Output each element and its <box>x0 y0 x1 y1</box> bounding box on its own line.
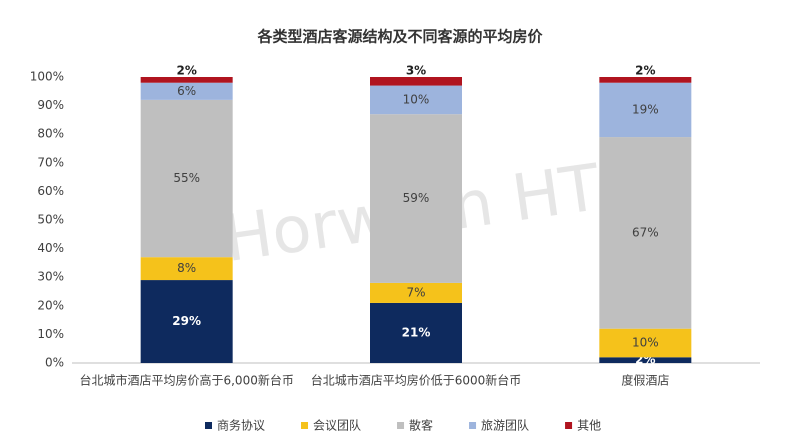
bar-segment <box>140 280 233 363</box>
y-tick-label: 90% <box>37 98 64 112</box>
bar-segment <box>370 85 462 115</box>
legend-swatch <box>469 422 477 429</box>
bar-segment <box>140 82 233 100</box>
value-label: 19% <box>632 102 659 116</box>
x-tick-label: 台北城市酒店平均房价低于6000新台币 <box>311 373 522 388</box>
bar-segment <box>370 302 462 363</box>
bar-segment <box>370 114 462 283</box>
bar-segment <box>140 77 233 83</box>
y-tick-label: 80% <box>37 127 64 141</box>
bar-segment <box>599 77 692 83</box>
bar-segment <box>370 282 462 303</box>
legend-swatch <box>301 422 309 429</box>
bar-segment <box>370 77 462 86</box>
legend-label: 旅游团队 <box>481 418 529 433</box>
x-tick-label: 度假酒店 <box>621 373 669 388</box>
value-label: 2% <box>635 64 655 78</box>
y-tick-label: 30% <box>37 270 64 284</box>
value-label: 10% <box>403 92 430 106</box>
legend-label: 散客 <box>409 418 433 433</box>
bar-segment <box>140 257 233 281</box>
legend-label: 其他 <box>577 419 601 433</box>
bar-segment <box>599 357 692 363</box>
value-label: 3% <box>406 64 426 78</box>
value-label: 7% <box>406 285 425 299</box>
value-label: 2% <box>176 64 196 78</box>
value-label: 21% <box>402 325 431 339</box>
y-tick-label: 10% <box>37 327 64 341</box>
bar-segment <box>599 328 692 358</box>
value-label: 67% <box>632 225 659 239</box>
x-tick-label: 台北城市酒店平均房价高于6,000新台币 <box>79 373 293 388</box>
y-tick-label: 40% <box>37 241 64 255</box>
y-tick-label: 50% <box>37 213 64 227</box>
legend-swatch <box>565 422 573 429</box>
bar-segment <box>599 137 692 329</box>
y-tick-label: 70% <box>37 155 64 169</box>
y-tick-label: 100% <box>30 70 64 84</box>
y-tick-label: 0% <box>45 356 64 370</box>
legend-swatch <box>397 422 405 429</box>
value-label: 10% <box>632 335 659 349</box>
value-label: 29% <box>172 314 201 328</box>
value-label: 55% <box>173 171 200 185</box>
chart-title: 各类型酒店客源结构及不同客源的平均房价 <box>256 28 543 46</box>
legend-label: 会议团队 <box>313 418 361 433</box>
y-tick-label: 20% <box>37 298 64 312</box>
value-label: 8% <box>177 261 196 275</box>
legend-swatch <box>205 422 212 429</box>
legend-label: 商务协议 <box>217 418 265 433</box>
y-tick-label: 60% <box>37 184 64 198</box>
bar-segment <box>599 82 692 138</box>
value-label: 6% <box>177 84 196 98</box>
value-label: 59% <box>403 191 430 205</box>
bar-segment <box>140 99 233 258</box>
